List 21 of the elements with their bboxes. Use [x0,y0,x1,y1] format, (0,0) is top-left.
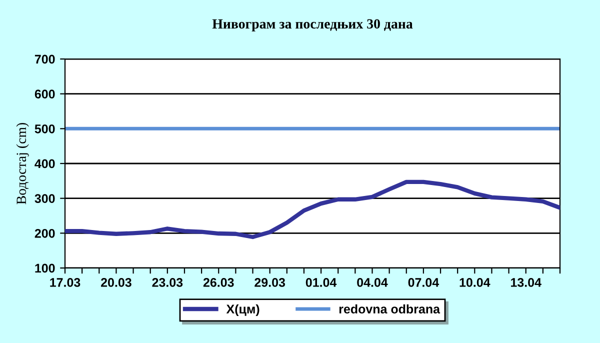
legend-label: X(цм) [226,304,260,316]
x-tick-label: 26.03 [203,278,234,287]
x-tick-label: 10.04 [460,278,490,287]
x-tick-label: 07.04 [408,278,440,287]
x-tick-label: 23.03 [152,278,183,287]
y-tick-label: 600 [34,90,55,98]
y-axis-title: Водостај (cm) [16,122,29,204]
y-tick-label: 700 [34,54,55,64]
x-tick-label: 29.03 [254,278,286,287]
y-tick-label: 300 [34,194,55,204]
y-tick-label: 200 [34,228,55,238]
legend-label: redovna odbrana [339,304,440,314]
y-tick-label: 500 [34,124,55,134]
x-tick-label: 04.04 [357,278,388,287]
x-tick-label: 20.03 [101,278,132,287]
x-tick-label: 13.04 [511,278,542,287]
y-tick-label: 400 [34,159,55,168]
chart-title: Нивограм за последњих 30 дана [212,19,413,32]
x-tick-label: 17.03 [50,278,80,287]
x-tick-label: 01.04 [306,278,337,287]
y-tick-label: 100 [35,264,55,273]
